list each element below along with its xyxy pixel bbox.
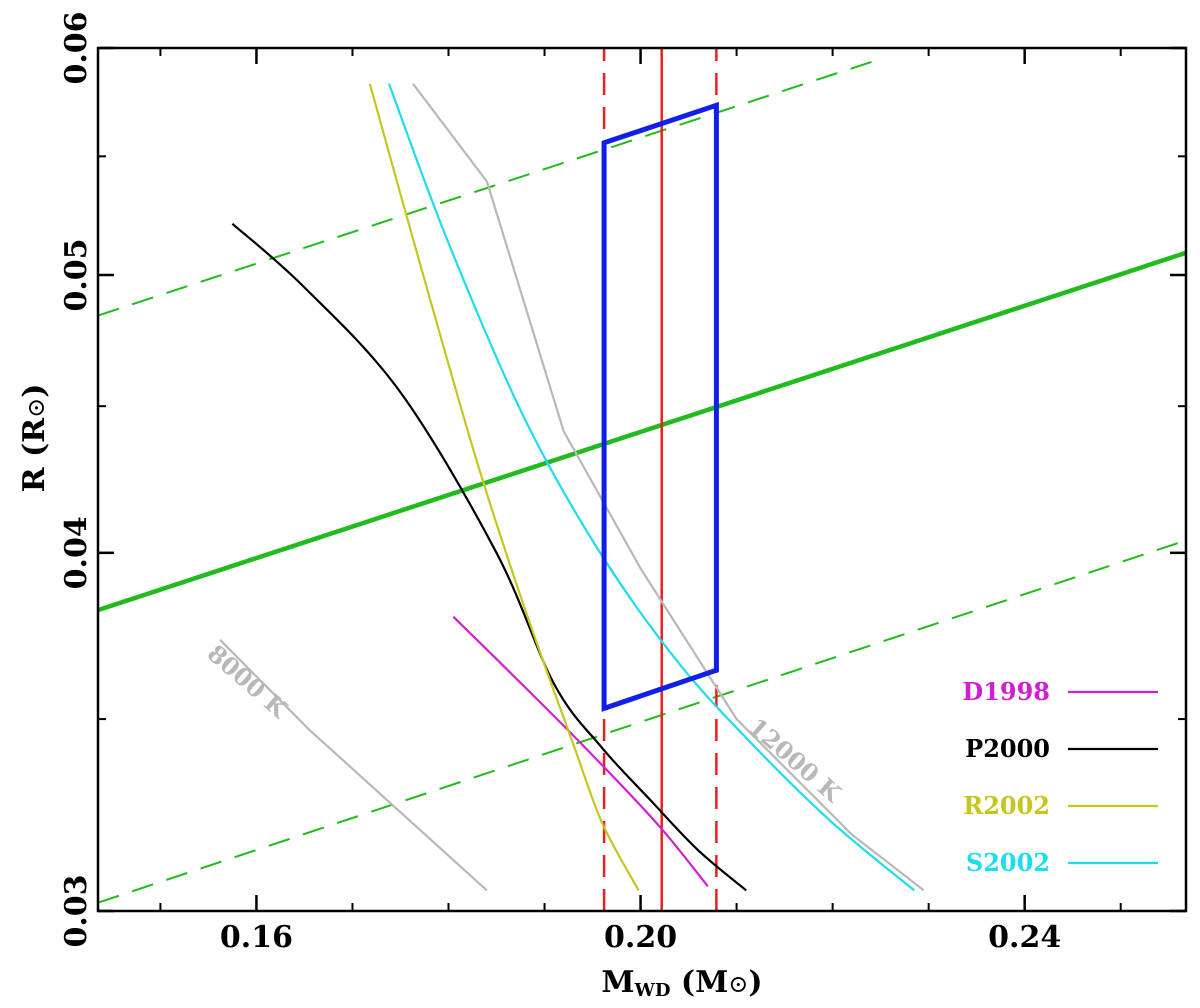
series-layer bbox=[98, 48, 1186, 911]
series-r2002 bbox=[368, 83, 640, 891]
legend-label: R2002 bbox=[963, 791, 1050, 820]
legend-label: S2002 bbox=[966, 848, 1050, 877]
y-tick-label: 0.03 bbox=[59, 874, 94, 947]
x-axis-label: MWD (M⊙) bbox=[601, 965, 762, 1001]
legend-entry-r2002: R2002 bbox=[963, 791, 1158, 820]
series-green-upper bbox=[98, 59, 877, 317]
legend-entry-p2000: P2000 bbox=[965, 734, 1158, 763]
series-12000-k bbox=[412, 83, 925, 892]
annotation-8000-k: 8000 K bbox=[202, 639, 294, 725]
x-tick-labels: 0.16 0.20 0.24 bbox=[220, 920, 1061, 955]
y-tick-label: 0.05 bbox=[59, 238, 94, 311]
series-p2000 bbox=[231, 222, 747, 892]
annotation-12000-k: 12000 K bbox=[743, 712, 848, 809]
legend: D1998 P2000 R2002 S2002 bbox=[962, 677, 1158, 877]
mass-radius-box-layer bbox=[601, 101, 719, 712]
series-d1998 bbox=[452, 615, 709, 887]
legend-label: P2000 bbox=[965, 734, 1050, 763]
series-green-best bbox=[98, 250, 1186, 613]
legend-entry-d1998: D1998 bbox=[962, 677, 1158, 706]
x-tick-label: 0.20 bbox=[604, 920, 677, 955]
series-s2002 bbox=[387, 83, 915, 892]
series-8000-k bbox=[219, 639, 488, 892]
plot-frame bbox=[96, 46, 1188, 913]
series-green-lower bbox=[98, 539, 1186, 904]
x-tick-label: 0.16 bbox=[220, 920, 293, 955]
minor-ticks bbox=[98, 48, 1186, 911]
legend-entry-s2002: S2002 bbox=[966, 848, 1158, 877]
y-tick-label: 0.06 bbox=[59, 11, 94, 84]
annotation-layer: 8000 K 12000 K bbox=[202, 639, 848, 809]
y-tick-labels: 0.03 0.04 0.05 0.06 bbox=[59, 11, 94, 947]
legend-label: D1998 bbox=[962, 677, 1050, 706]
x-tick-label: 0.24 bbox=[988, 920, 1061, 955]
y-axis-label: R (R⊙) bbox=[17, 384, 52, 493]
mass-radius-box bbox=[601, 101, 719, 712]
major-ticks bbox=[98, 46, 1186, 913]
y-tick-label: 0.04 bbox=[59, 516, 94, 589]
